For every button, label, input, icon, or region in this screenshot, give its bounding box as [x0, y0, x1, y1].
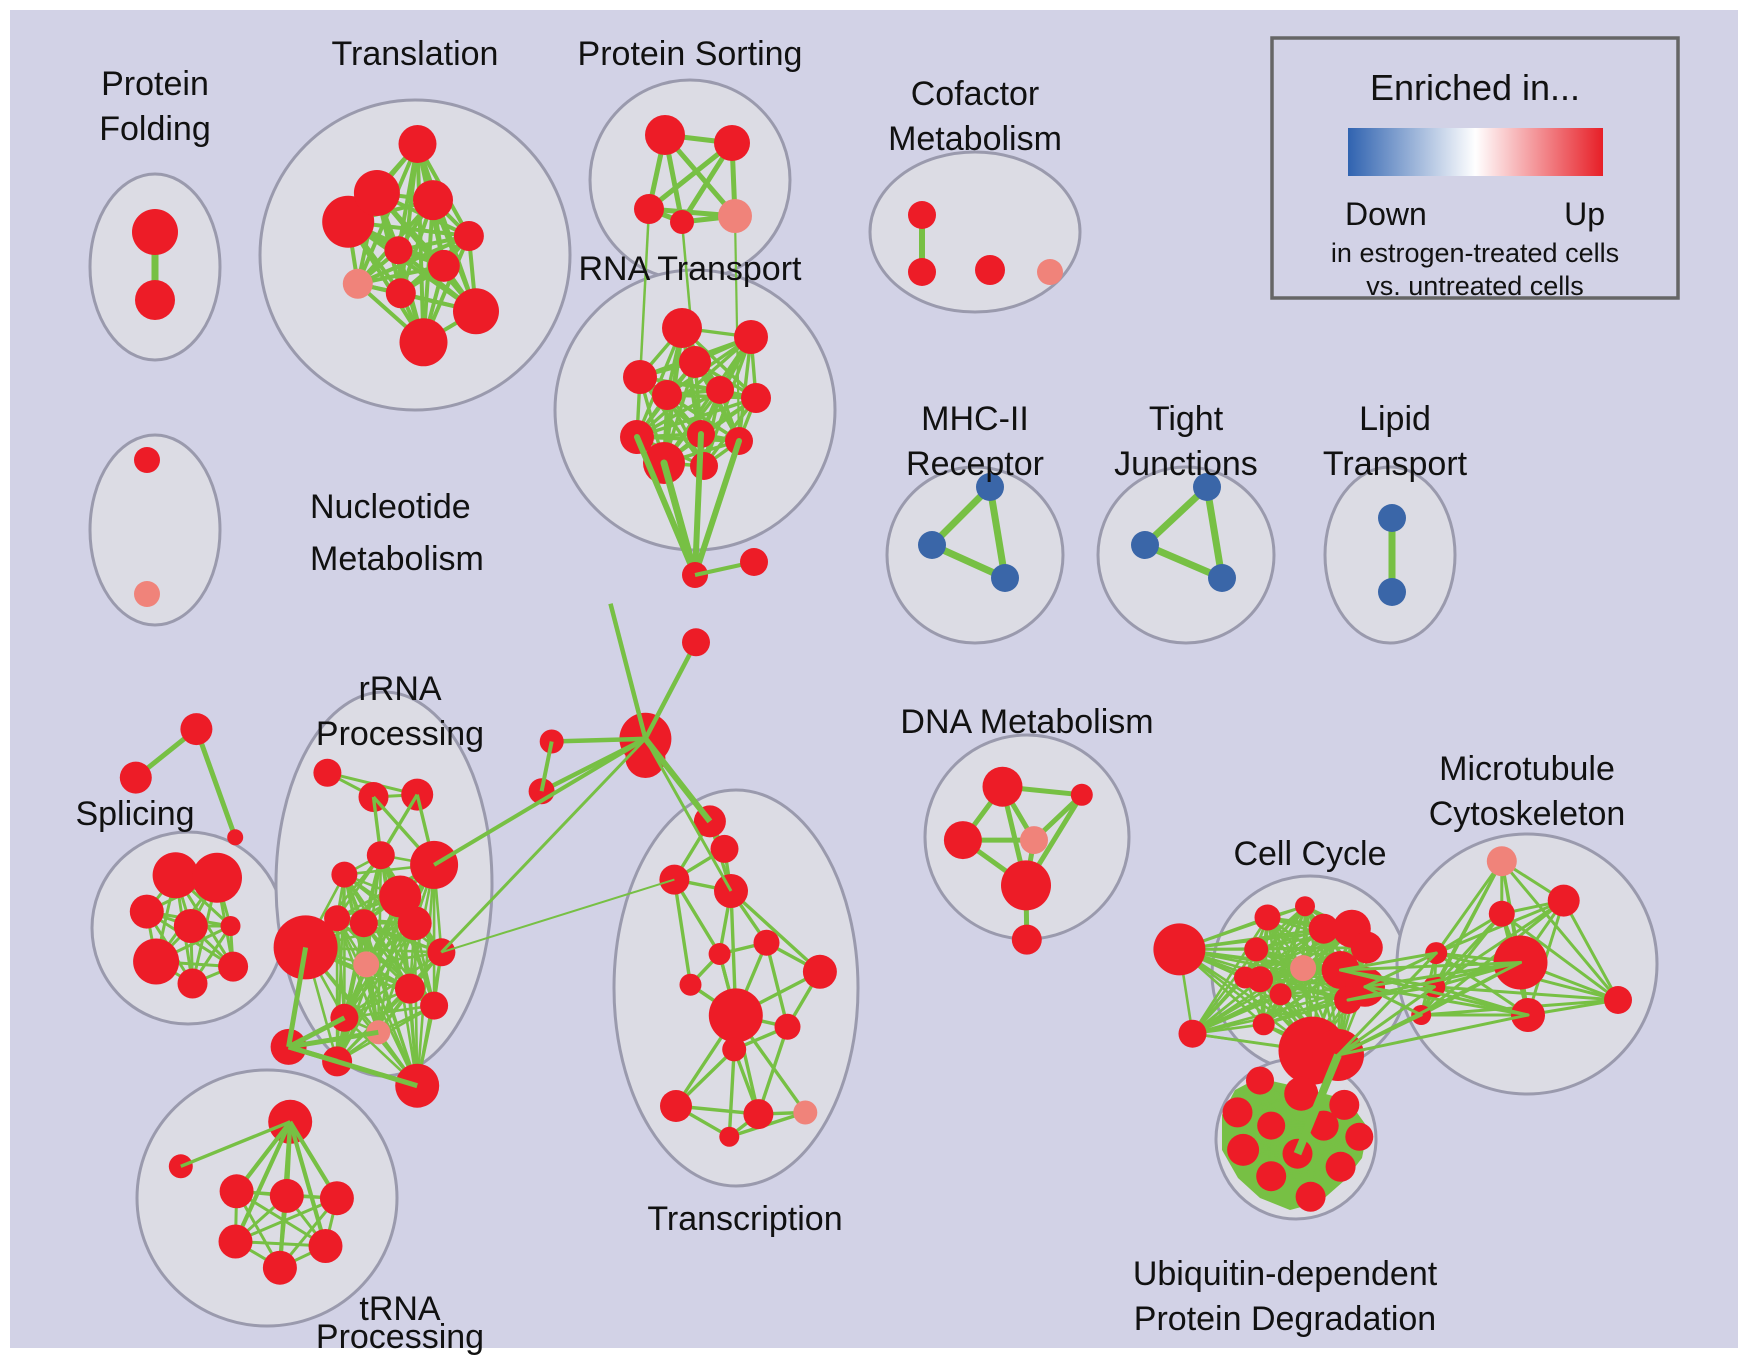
svg-text:Transport: Transport [1323, 445, 1468, 483]
svg-text:Down: Down [1345, 196, 1427, 232]
svg-text:Metabolism: Metabolism [888, 120, 1062, 158]
svg-text:Transcription: Transcription [647, 1200, 842, 1238]
svg-text:Cell Cycle: Cell Cycle [1233, 835, 1386, 873]
svg-text:Metabolism: Metabolism [310, 540, 484, 578]
svg-text:RNA Transport: RNA Transport [579, 250, 803, 288]
svg-text:Protein Degradation: Protein Degradation [1134, 1300, 1436, 1338]
svg-text:Cofactor: Cofactor [911, 75, 1040, 113]
svg-text:vs. untreated cells: vs. untreated cells [1366, 271, 1584, 301]
svg-text:Cytoskeleton: Cytoskeleton [1429, 795, 1626, 833]
svg-text:Splicing: Splicing [75, 795, 194, 833]
svg-text:Receptor: Receptor [906, 445, 1044, 483]
svg-text:Folding: Folding [99, 110, 211, 148]
svg-text:Nucleotide: Nucleotide [310, 488, 471, 526]
svg-text:Processing: Processing [316, 715, 484, 753]
svg-text:Protein: Protein [101, 65, 209, 103]
svg-text:Processing: Processing [316, 1318, 484, 1356]
svg-text:Translation: Translation [332, 35, 499, 73]
svg-text:Tight: Tight [1149, 400, 1224, 438]
svg-text:in estrogen-treated cells: in estrogen-treated cells [1331, 238, 1619, 268]
svg-text:Protein Sorting: Protein Sorting [578, 35, 803, 73]
svg-text:Microtubule: Microtubule [1439, 750, 1615, 788]
svg-text:DNA Metabolism: DNA Metabolism [900, 703, 1153, 741]
svg-text:Lipid: Lipid [1359, 400, 1431, 438]
svg-text:Ubiquitin-dependent: Ubiquitin-dependent [1133, 1255, 1438, 1293]
svg-text:Enriched in...: Enriched in... [1370, 67, 1580, 108]
svg-text:MHC-II: MHC-II [921, 400, 1029, 438]
svg-text:Up: Up [1564, 196, 1605, 232]
svg-text:rRNA: rRNA [358, 670, 441, 708]
svg-text:Junctions: Junctions [1114, 445, 1258, 483]
